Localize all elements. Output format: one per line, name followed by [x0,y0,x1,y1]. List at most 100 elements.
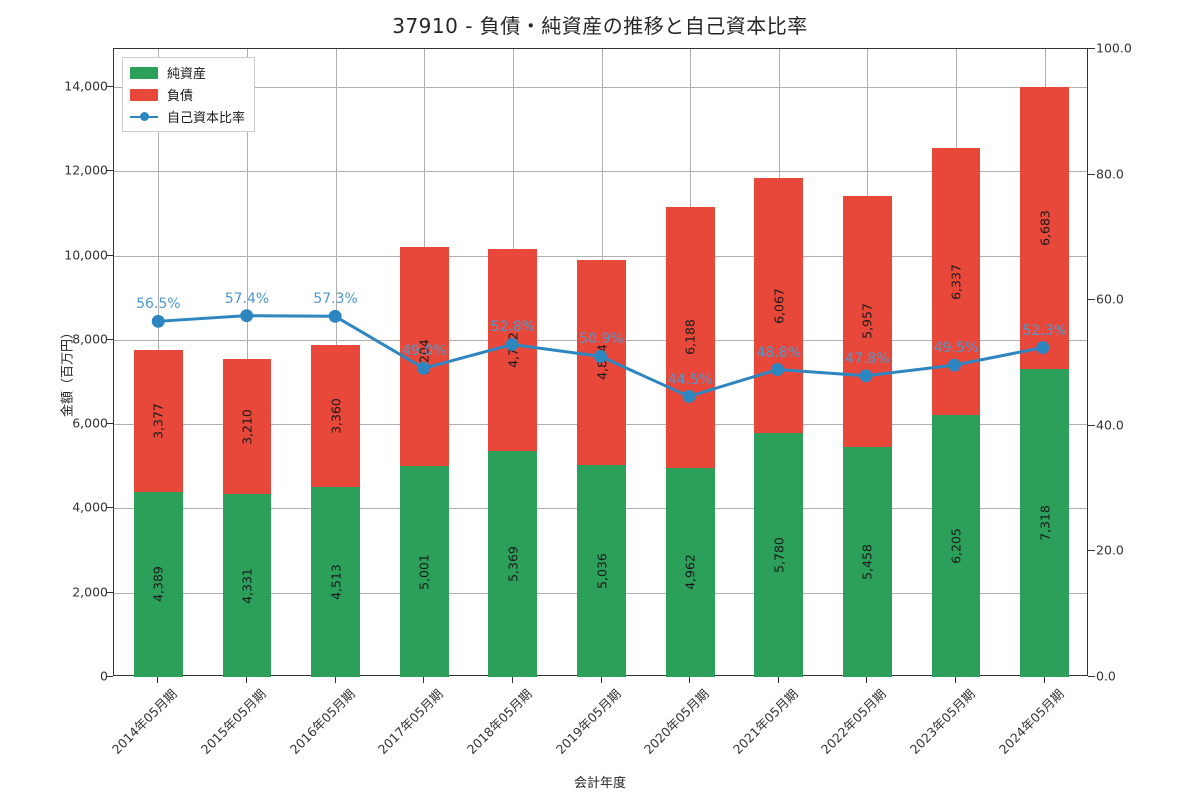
bar-segment-liabilities[interactable]: 3,360 [311,345,360,487]
x-axis-tick: 2016年05月期 [286,686,358,757]
bar-segment-net-assets[interactable]: 4,513 [311,486,360,677]
legend-item-net-assets: 純資産 [130,64,245,82]
legend-item-liabilities: 負債 [130,86,245,104]
y-axis-right-tick: 100.0 [1096,40,1132,56]
bar-segment-net-assets[interactable]: 6,205 [931,415,981,677]
bar-segment-liabilities[interactable]: 3,377 [133,349,183,492]
ratio-data-point[interactable] [240,309,254,323]
y-axis-left-tick: 14,000 [64,78,108,94]
ratio-value-label: 48.8% [756,344,802,361]
bar-group: 4,389 3,377 [133,49,183,677]
bar-segment-net-assets[interactable]: 5,369 [488,450,538,677]
bar-segment-liabilities[interactable]: 6,067 [754,177,804,434]
x-axis-tickmark [423,676,425,683]
x-axis-tickmark [866,676,868,683]
ratio-data-point[interactable] [151,314,165,328]
ratio-value-label: 56.5% [136,296,181,313]
x-axis-tickmark [1043,676,1045,683]
y-axis-left-tickmark [106,85,113,87]
y-axis-right-tick: 20.0 [1096,542,1124,558]
ratio-data-point[interactable] [417,361,431,375]
y-axis-right-tick: 80.0 [1096,166,1124,182]
bar-segment-liabilities[interactable]: 3,210 [222,359,272,495]
x-axis-tick: 2022年05月期 [818,686,890,757]
grid-line-horizontal [114,86,1087,88]
bar-segment-net-assets[interactable]: 4,331 [222,494,272,677]
x-axis-tick: 2024年05月期 [995,686,1067,757]
y-axis-right-tick: 40.0 [1096,417,1124,433]
bar-group: 7,318 6,683 [1020,49,1070,677]
y-axis-left-tickmark [106,676,113,677]
x-axis-tickmark [689,676,691,683]
x-axis-tickmark [955,676,957,683]
legend-label-equity-ratio: 自己資本比率 [167,111,246,126]
y-axis-left-tick: 8,000 [72,331,108,347]
y-axis-left-tick: 0 [100,668,108,684]
ratio-data-point[interactable] [328,309,342,323]
legend-item-equity-ratio: 自己資本比率 [130,108,246,126]
ratio-value-label: 49.0% [401,343,447,360]
x-axis-tickmark [600,676,602,683]
legend-swatch-equity-ratio [130,111,158,123]
bar-segment-net-assets[interactable]: 5,001 [399,466,449,677]
y-axis-right-tick: 60.0 [1096,291,1124,307]
chart-title: 37910 - 負債・純資産の推移と自己資本比率 [392,14,808,38]
bar-segment-liabilities[interactable]: 6,188 [665,207,715,468]
bar-segment-net-assets[interactable]: 4,389 [133,492,183,677]
ratio-value-label: 47.8% [845,350,890,367]
y-axis-left-tickmark [106,423,113,425]
ratio-value-label: 57.3% [313,291,358,308]
y-axis-right-tick: 0.0 [1096,668,1116,684]
x-axis-tickmark [245,676,247,683]
legend-swatch-net-assets [130,66,158,79]
y-axis-left-tickmark [106,507,113,509]
legend-swatch-liabilities [130,88,158,101]
ratio-data-point[interactable] [682,389,696,403]
ratio-value-label: 50.9% [579,331,624,348]
bar-group: 4,962 6,188 [665,49,715,677]
y-axis-right-tickmark [1088,299,1095,301]
y-axis-left-tick: 10,000 [64,247,108,263]
y-axis-left-tick: 2,000 [72,584,108,600]
x-axis-tickmark [511,676,513,683]
bar-group: 5,780 6,067 [754,49,804,677]
bar-segment-liabilities[interactable]: 5,957 [843,195,892,447]
ratio-value-label: 52.3% [1022,322,1067,339]
y-axis-left-tickmark [106,338,113,340]
bar-segment-net-assets[interactable]: 5,780 [754,433,804,677]
bar-segment-net-assets[interactable]: 7,318 [1020,368,1070,677]
x-axis-tick: 2018年05月期 [463,686,535,757]
ratio-data-point[interactable] [859,369,873,383]
bar-segment-liabilities[interactable]: 5,204 [399,246,449,467]
bar-segment-net-assets[interactable]: 4,962 [665,467,715,677]
bar-segment-liabilities[interactable]: 6,683 [1020,86,1070,369]
y-axis-left-tick: 12,000 [64,162,108,178]
ratio-data-point[interactable] [770,363,784,376]
plot-area: 4,389 3,377 4,331 3,210 4,513 3,360 5,001 5,204… [113,48,1088,677]
ratio-data-point[interactable] [947,358,961,372]
x-axis-tickmark [777,676,779,683]
x-axis-tick: 2019年05月期 [552,686,624,757]
grid-line-horizontal [114,255,1087,257]
ratio-data-point[interactable] [505,337,519,351]
y-axis-left-tick: 4,000 [72,499,108,515]
y-axis-left-tickmark [106,170,113,172]
ratio-value-label: 44.5% [667,371,713,388]
y-axis-right-tickmark [1088,424,1095,426]
ratio-data-point[interactable] [594,349,607,363]
bar-group: 4,513 3,360 [311,49,360,677]
bar-segment-net-assets[interactable]: 5,036 [577,464,626,677]
bar-group: 4,331 3,210 [222,49,272,677]
bar-segment-net-assets[interactable]: 5,458 [843,446,892,677]
legend: 純資産 負債 自己資本比率 [122,57,256,132]
x-axis-tickmark [157,676,159,683]
x-axis-tick: 2020年05月期 [640,686,712,757]
ratio-value-label: 57.4% [224,290,270,307]
bar-group: 5,001 5,204 [399,49,449,677]
ratio-value-label: 49.5% [933,340,979,357]
legend-label-liabilities: 負債 [167,89,194,104]
y-axis-right-tickmark [1088,550,1095,552]
ratio-data-point[interactable] [1036,341,1050,355]
grid-line-horizontal [114,171,1087,173]
